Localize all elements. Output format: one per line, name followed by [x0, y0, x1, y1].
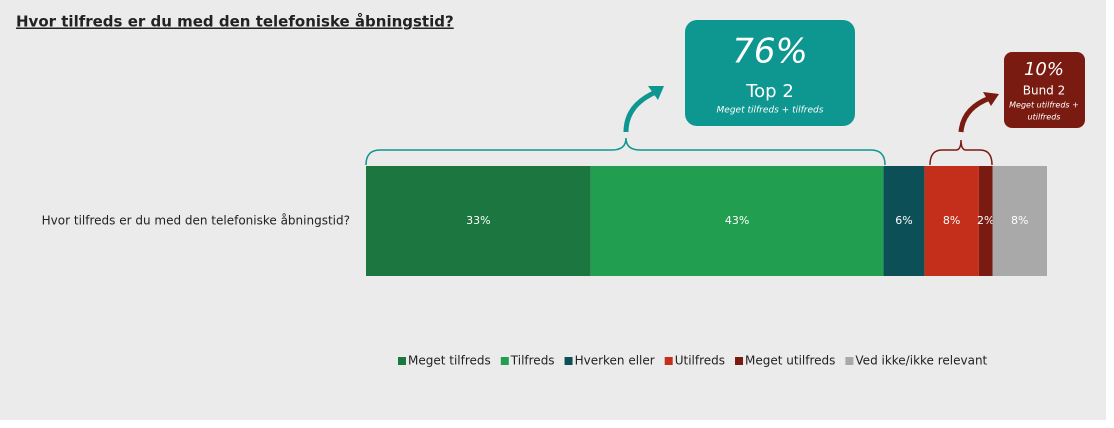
- legend-swatch: [398, 357, 406, 365]
- legend-label: Tilfreds: [510, 354, 555, 368]
- bottom-subtitle: utilfreds: [1028, 113, 1061, 122]
- bottom-box-bg: [1004, 52, 1085, 128]
- bar-segment: [978, 166, 993, 276]
- bottom-bracket: [929, 139, 993, 166]
- legend-swatch: [564, 357, 573, 365]
- bottom-title: Bund 2: [1023, 84, 1066, 98]
- top-arrowhead: [648, 86, 664, 100]
- category-label: Hvor tilfreds er du med den telefoniske …: [42, 214, 350, 228]
- chart-title: Hvor tilfreds er du med den telefoniske …: [16, 13, 454, 31]
- bar-segment: [924, 166, 979, 276]
- bar-segment: [883, 166, 925, 276]
- bar-segment: [366, 166, 591, 276]
- bottom-arrow: [958, 95, 991, 133]
- top-box: 76% Top 2 Meget tilfreds + tilfreds: [685, 20, 855, 126]
- legend-label: Utilfreds: [675, 354, 725, 368]
- legend-swatch: [500, 357, 509, 365]
- legend-label: Meget tilfreds: [408, 354, 491, 368]
- bar-segment: [992, 166, 1047, 276]
- top-title: Top 2: [745, 81, 794, 102]
- value-label: 8%: [943, 214, 960, 227]
- bar-segment: [590, 166, 884, 276]
- top-arrow: [623, 89, 658, 133]
- legend-swatch: [664, 357, 673, 365]
- legend-label: Ved ikke/ikke relevant: [855, 354, 987, 368]
- legend-label: Hverken eller: [575, 354, 655, 368]
- legend-swatch: [845, 357, 854, 365]
- bottom-arrowhead: [983, 92, 999, 106]
- top-percent: 76%: [732, 32, 808, 72]
- value-label: 33%: [466, 214, 490, 227]
- top-box-bg: [685, 20, 855, 126]
- value-label: 2%: [977, 214, 994, 227]
- bottom-box: 10% Bund 2 Meget utilfreds + utilfreds: [1004, 52, 1085, 128]
- bottom-percent: 10%: [1024, 59, 1064, 80]
- bottom-subtitle: Meget utilfreds +: [1009, 101, 1079, 110]
- value-label: 43%: [725, 214, 749, 227]
- value-label: 8%: [1011, 214, 1028, 227]
- top-bracket: [365, 137, 886, 166]
- legend-label: Meget utilfreds: [745, 354, 835, 368]
- value-label: 6%: [895, 214, 912, 227]
- top-subtitle: Meget tilfreds + tilfreds: [717, 106, 824, 116]
- legend-swatch: [735, 357, 744, 365]
